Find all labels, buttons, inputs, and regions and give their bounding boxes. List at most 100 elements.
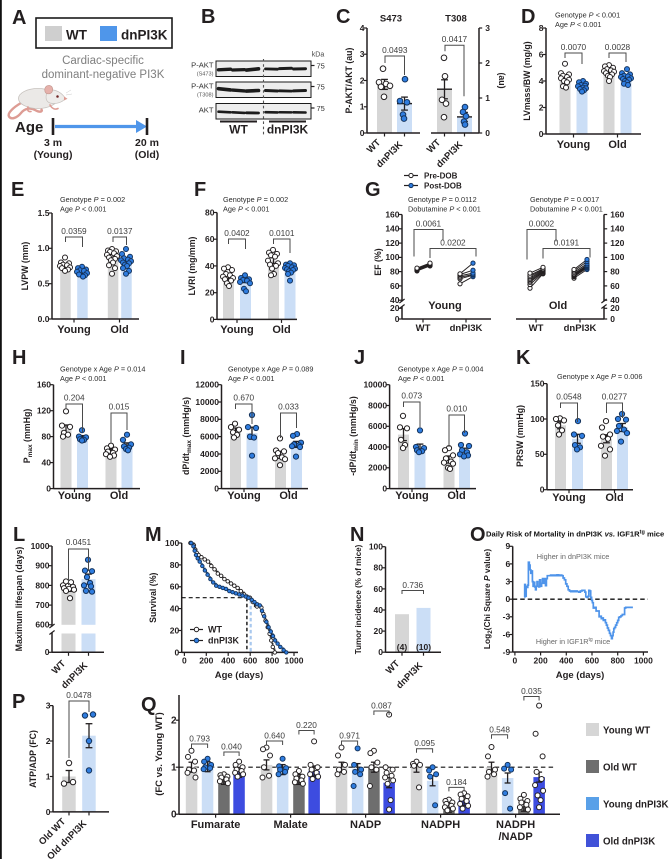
svg-text:LVPW (mm): LVPW (mm): [20, 242, 30, 291]
svg-text:(FC vs. Young WT): (FC vs. Young WT): [154, 712, 165, 796]
svg-text:G: G: [365, 179, 381, 201]
svg-text:8000: 8000: [200, 414, 219, 424]
svg-text:160: 160: [610, 209, 624, 219]
svg-text:(4): (4): [397, 642, 408, 652]
svg-text:0.040: 0.040: [221, 742, 242, 752]
svg-text:P: P: [12, 691, 25, 713]
svg-text:dnPI3K: dnPI3K: [564, 323, 597, 334]
svg-text:Old dnPI3K: Old dnPI3K: [603, 837, 655, 848]
svg-text:WT: WT: [416, 323, 431, 334]
svg-text:800: 800: [611, 656, 625, 666]
svg-text:Dobutamine P < 0.001: Dobutamine P < 0.001: [408, 205, 481, 214]
svg-text:80: 80: [42, 432, 52, 442]
svg-text:Genotype x Age P = 0.006: Genotype x Age P = 0.006: [557, 372, 642, 381]
svg-text:C: C: [336, 6, 350, 28]
svg-text:Fumarate: Fumarate: [191, 819, 241, 831]
svg-text:(T308): (T308): [197, 93, 214, 99]
svg-text:1: 1: [485, 93, 490, 103]
svg-text:Higher in dnPI3K mice: Higher in dnPI3K mice: [537, 552, 610, 561]
svg-text:1.0: 1.0: [38, 243, 50, 253]
svg-text:2000: 2000: [368, 463, 387, 473]
svg-text:20: 20: [610, 303, 620, 313]
svg-text:1000: 1000: [31, 541, 50, 551]
svg-text:Genotype P = 0.0017: Genotype P = 0.0017: [530, 195, 599, 204]
svg-text:140: 140: [610, 224, 624, 234]
svg-text:0.220: 0.220: [296, 720, 317, 730]
svg-text:0: 0: [505, 594, 510, 604]
svg-text:0: 0: [182, 656, 187, 666]
svg-text:ATP/ADP (FC): ATP/ADP (FC): [28, 730, 38, 788]
svg-text:80: 80: [170, 560, 180, 570]
svg-text:1: 1: [171, 763, 177, 774]
svg-text:-dP/dtmin (mmHg/s): -dP/dtmin (mmHg/s): [348, 396, 360, 476]
svg-text:-3: -3: [503, 612, 511, 622]
svg-text:Age (days): Age (days): [215, 670, 264, 681]
svg-text:Old: Old: [272, 324, 290, 336]
svg-text:0.0191: 0.0191: [554, 238, 580, 248]
svg-text:Young: Young: [58, 490, 91, 502]
svg-text:0: 0: [610, 314, 615, 324]
svg-text:H: H: [12, 347, 26, 369]
svg-text:EF (%): EF (%): [373, 248, 383, 275]
svg-text:LVRI (mg/mm): LVRI (mg/mm): [187, 236, 197, 295]
svg-text:dnPI3K: dnPI3K: [121, 28, 168, 43]
svg-text:0.0277: 0.0277: [602, 392, 628, 402]
svg-text:20: 20: [205, 288, 215, 298]
svg-text:WT: WT: [208, 625, 222, 635]
svg-text:Young: Young: [227, 490, 260, 502]
svg-text:160: 160: [385, 209, 399, 219]
svg-text:0: 0: [46, 807, 51, 817]
svg-text:Tumor incidence (% of mice): Tumor incidence (% of mice): [354, 544, 363, 654]
svg-text:(au): (au): [497, 72, 507, 88]
svg-text:0.0202: 0.0202: [440, 238, 466, 248]
svg-text:0: 0: [214, 484, 219, 494]
svg-text:0.548: 0.548: [489, 724, 510, 734]
svg-text:0: 0: [485, 128, 490, 138]
svg-text:Young: Young: [220, 324, 253, 336]
svg-text:(Young): (Young): [34, 149, 73, 161]
svg-text:0.0061: 0.0061: [416, 219, 442, 229]
svg-text:(Old): (Old): [135, 149, 160, 161]
svg-text:Old: Old: [549, 300, 567, 312]
svg-text:0.015: 0.015: [109, 402, 130, 412]
svg-text:600: 600: [585, 656, 599, 666]
svg-text:0.793: 0.793: [189, 734, 210, 744]
svg-text:140: 140: [385, 224, 399, 234]
svg-text:120: 120: [385, 238, 399, 248]
svg-text:0: 0: [539, 129, 544, 139]
svg-text:40: 40: [170, 604, 180, 614]
svg-text:Age: Age: [15, 119, 43, 136]
svg-text:3: 3: [46, 701, 51, 711]
svg-text:40: 40: [610, 295, 620, 305]
svg-text:Daily Risk of Mortality in dnP: Daily Risk of Mortality in dnPI3K vs. IG…: [486, 530, 664, 539]
svg-text:2: 2: [539, 102, 544, 112]
svg-text:0.0028: 0.0028: [605, 42, 631, 52]
svg-text:150: 150: [530, 379, 544, 389]
svg-text:0: 0: [171, 810, 177, 821]
svg-text:40: 40: [42, 458, 52, 468]
svg-text:0.204: 0.204: [64, 393, 85, 403]
svg-text:Age P < 0.001: Age P < 0.001: [223, 205, 269, 214]
svg-text:6000: 6000: [200, 432, 219, 442]
svg-text:M: M: [145, 524, 162, 546]
svg-text:160: 160: [37, 380, 51, 390]
svg-text:1: 1: [46, 771, 51, 781]
svg-text:Log2(Chi Square P value): Log2(Chi Square P value): [482, 549, 494, 649]
svg-text:0: 0: [46, 484, 51, 494]
svg-text:60: 60: [390, 281, 400, 291]
svg-text:400: 400: [559, 656, 573, 666]
svg-text:0.095: 0.095: [414, 738, 435, 748]
svg-text:0.736: 0.736: [402, 580, 423, 590]
svg-text:0.670: 0.670: [233, 393, 254, 403]
svg-text:0.0478: 0.0478: [66, 690, 92, 700]
svg-text:Q: Q: [141, 694, 157, 716]
svg-text:T308: T308: [445, 14, 467, 25]
svg-text:1: 1: [360, 102, 365, 112]
svg-text:0.0101: 0.0101: [269, 228, 295, 238]
svg-text:4000: 4000: [200, 449, 219, 459]
svg-text:120: 120: [37, 406, 51, 416]
svg-text:P-AKT: P-AKT: [191, 61, 214, 70]
svg-text:200: 200: [199, 656, 213, 666]
svg-text:120: 120: [610, 238, 624, 248]
svg-text:0.5: 0.5: [38, 279, 50, 289]
